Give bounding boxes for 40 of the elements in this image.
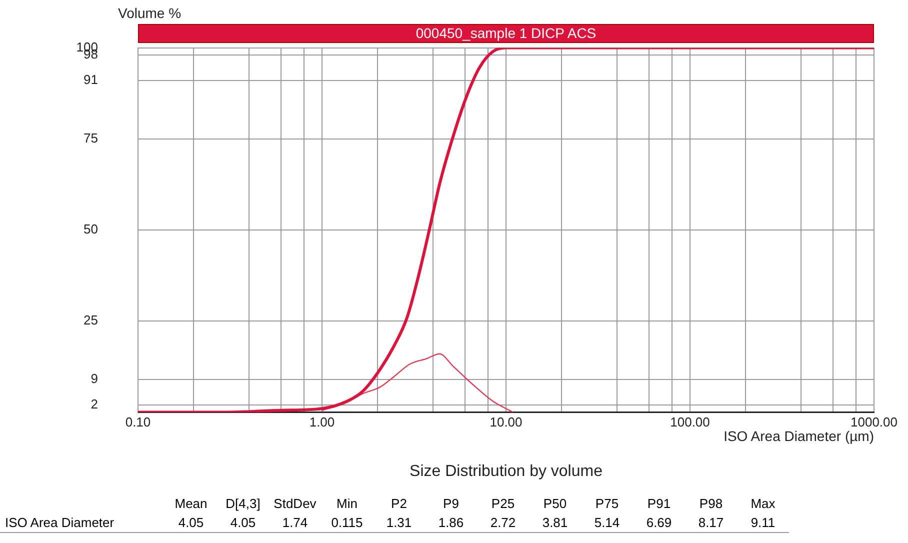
text: P50	[542, 495, 568, 513]
text: 1.31	[373, 513, 425, 532]
text: 5.14	[581, 513, 633, 532]
text: 6.69	[633, 513, 685, 532]
text: P9	[442, 495, 460, 513]
text: P2	[390, 495, 408, 513]
x-axis-title: ISO Area Diameter (µm)	[724, 428, 874, 444]
text: StdDev	[272, 495, 318, 513]
y-axis-title: Volume %	[118, 4, 182, 21]
text: Max	[750, 495, 776, 513]
text: P98	[698, 495, 724, 513]
text: P25	[490, 495, 516, 513]
text: Min	[336, 495, 358, 513]
y-tick-label: 91	[84, 72, 98, 88]
text: 9.11	[737, 513, 789, 532]
text: 3.81	[529, 513, 581, 532]
text: 2.72	[477, 513, 529, 532]
text: 1.74	[269, 513, 321, 532]
x-tick-label: 1000.00	[850, 414, 898, 430]
text: 0.115	[321, 513, 373, 532]
x-tick-label: 1.00	[309, 414, 335, 430]
text: P75	[594, 495, 620, 513]
text: 8.17	[685, 513, 737, 532]
text: D[4,3]	[224, 495, 262, 513]
x-tick-label: 0.10	[125, 414, 151, 430]
text: P91	[646, 495, 672, 513]
y-tick-label: 2	[90, 396, 98, 412]
y-tick-label: 75	[84, 130, 98, 146]
text: 4.05	[165, 513, 217, 532]
x-tick-label: 10.00	[490, 414, 522, 430]
y-tick-label: 50	[84, 222, 98, 237]
y-tick-label: 25	[84, 312, 98, 328]
text: 1.86	[425, 513, 477, 532]
text: Size Distribution by volume	[408, 463, 604, 481]
text: ISO Area Diameter	[0, 513, 165, 532]
y-tick-label: 9	[90, 370, 98, 386]
text: Mean	[174, 495, 208, 513]
x-tick-label: 100.00	[670, 414, 710, 430]
chart-title: 000450_sample 1 DICP ACS	[138, 24, 874, 43]
text: 4.05	[217, 513, 269, 532]
